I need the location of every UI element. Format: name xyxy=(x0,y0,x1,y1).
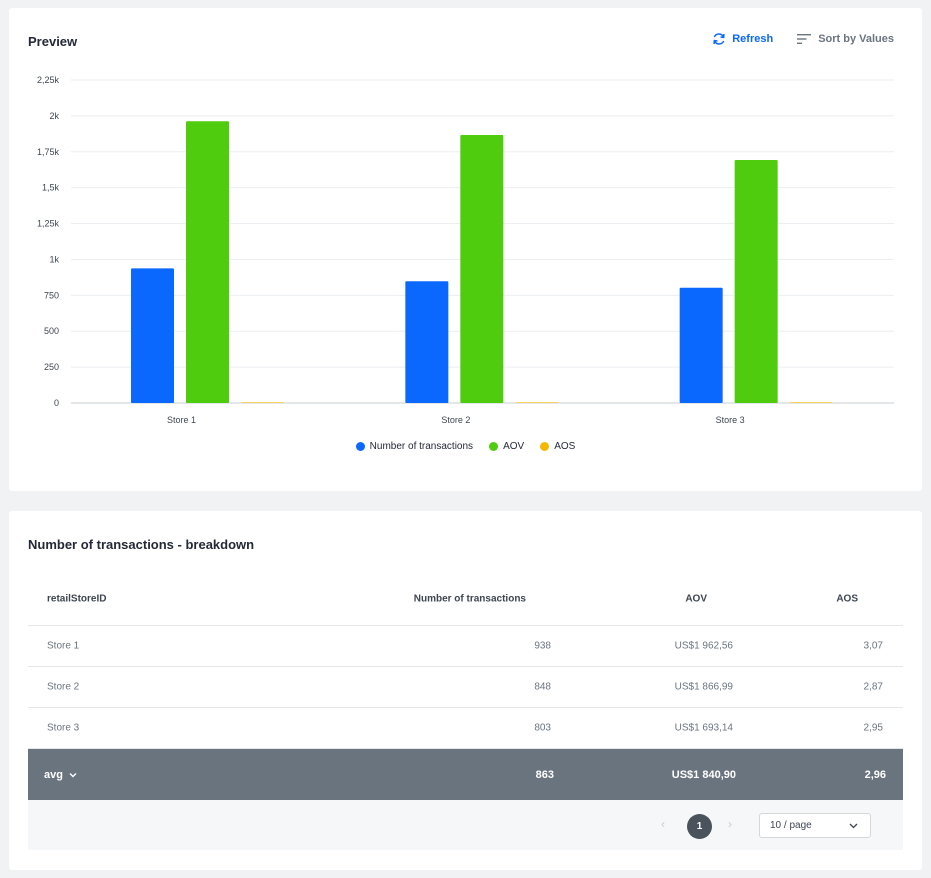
bar-aov[interactable] xyxy=(186,121,229,403)
y-tick-label: 500 xyxy=(44,326,59,336)
bar-aos[interactable] xyxy=(789,402,833,403)
legend-item[interactable]: Number of transactions xyxy=(355,441,474,452)
y-tick-label: 1,25k xyxy=(37,219,60,229)
cell-aos: 2,87 xyxy=(863,681,883,693)
bar-chart: 0 250 500 750 1k 1,25k 1,5k 1,75k 2k 2,25k Store 1… xyxy=(37,75,894,425)
table-row: Store 1 938 US$1 962,56 3,07 xyxy=(28,626,903,667)
legend-dot-icon xyxy=(355,442,365,451)
cell-aos: 3,07 xyxy=(863,640,883,652)
preview-title: Preview xyxy=(28,34,78,49)
column-header-number-of-transactions[interactable]: Number of transactions xyxy=(413,593,526,605)
column-header-aos[interactable]: AOS xyxy=(836,593,858,605)
cell-number-of-transactions: 803 xyxy=(534,722,551,734)
cell-number-of-transactions: 938 xyxy=(534,640,551,652)
breakdown-title: Number of transactions - breakdown xyxy=(28,537,255,552)
preview-card: Preview Refresh Sort by Valu xyxy=(9,8,922,491)
cell-store-id: Store 1 xyxy=(47,640,80,652)
y-tick-label: 2,25k xyxy=(37,75,60,85)
legend-label: AOS xyxy=(554,441,576,452)
table-row: Store 3 803 US$1 693,14 2,95 xyxy=(28,708,903,749)
table-header: retailStoreID Number of transactions AOV… xyxy=(28,573,903,626)
y-tick-label: 250 xyxy=(44,362,59,372)
sort-icon xyxy=(797,33,812,45)
chevron-down-icon xyxy=(849,821,858,832)
bar-aov[interactable] xyxy=(734,159,778,403)
legend-item[interactable]: AOS xyxy=(540,441,575,452)
refresh-icon xyxy=(712,32,726,46)
legend-dot-icon xyxy=(489,442,499,451)
aggregation-label: avg xyxy=(44,768,63,781)
aggregation-dropdown[interactable]: avg xyxy=(44,769,77,781)
page-size-value: 10 / page xyxy=(770,820,812,831)
bar-aos[interactable] xyxy=(515,402,559,403)
chart-legend: Number of transactions AOV AOS xyxy=(9,441,922,452)
y-tick-label: 1,75k xyxy=(37,147,60,157)
bar-aos[interactable] xyxy=(241,402,284,403)
pagination: ‹ 1 › 10 / page xyxy=(28,800,903,850)
cell-aov: US$1 866,99 xyxy=(674,681,733,693)
cell-number-of-transactions: 848 xyxy=(534,681,551,693)
cell-store-id: Store 2 xyxy=(47,681,80,693)
preview-toolbar: Refresh Sort by Values xyxy=(712,32,894,46)
avg-aov: US$1 840,90 xyxy=(671,768,736,781)
page-1-button[interactable]: 1 xyxy=(687,814,712,839)
y-tick-label: 1k xyxy=(49,254,59,264)
bar-number-of-transactions[interactable] xyxy=(131,268,174,403)
legend-dot-icon xyxy=(540,442,550,451)
x-tick-label: Store 2 xyxy=(441,415,470,425)
avg-number-of-transactions: 863 xyxy=(535,768,554,781)
bar-aov[interactable] xyxy=(460,134,504,403)
previous-page-icon[interactable]: ‹ xyxy=(661,817,665,831)
legend-label: Number of transactions xyxy=(369,441,474,452)
sort-label: Sort by Values xyxy=(818,33,894,45)
x-tick-label: Store 1 xyxy=(167,415,196,425)
refresh-label: Refresh xyxy=(732,33,774,45)
summary-row: avg 863 US$1 840,90 2,96 xyxy=(28,749,903,800)
breakdown-card: Number of transactions - breakdown retai… xyxy=(9,511,922,870)
next-page-icon[interactable]: › xyxy=(728,817,732,831)
y-tick-label: 750 xyxy=(44,290,59,300)
column-header-aov[interactable]: AOV xyxy=(685,593,707,605)
avg-aos: 2,96 xyxy=(864,768,886,781)
bar-number-of-transactions[interactable] xyxy=(405,281,449,403)
legend-item[interactable]: AOV xyxy=(489,441,524,452)
legend-label: AOV xyxy=(503,441,525,452)
table-row: Store 2 848 US$1 866,99 2,87 xyxy=(28,667,903,708)
sort-by-values-button[interactable]: Sort by Values xyxy=(797,33,894,45)
y-tick-label: 0 xyxy=(54,398,59,408)
page-size-select[interactable]: 10 / page xyxy=(759,813,871,838)
breakdown-table: retailStoreID Number of transactions AOV… xyxy=(28,573,903,850)
y-tick-label: 1,5k xyxy=(42,183,60,193)
cell-aov: US$1 962,56 xyxy=(674,640,733,652)
x-tick-label: Store 3 xyxy=(716,415,745,425)
chevron-down-icon xyxy=(69,769,77,781)
cell-store-id: Store 3 xyxy=(47,722,80,734)
cell-aov: US$1 693,14 xyxy=(674,722,733,734)
cell-aos: 2,95 xyxy=(863,722,883,734)
bar-number-of-transactions[interactable] xyxy=(679,287,723,403)
refresh-button[interactable]: Refresh xyxy=(712,32,773,46)
column-header-retailstoreid[interactable]: retailStoreID xyxy=(47,593,107,605)
y-tick-label: 2k xyxy=(49,111,59,121)
